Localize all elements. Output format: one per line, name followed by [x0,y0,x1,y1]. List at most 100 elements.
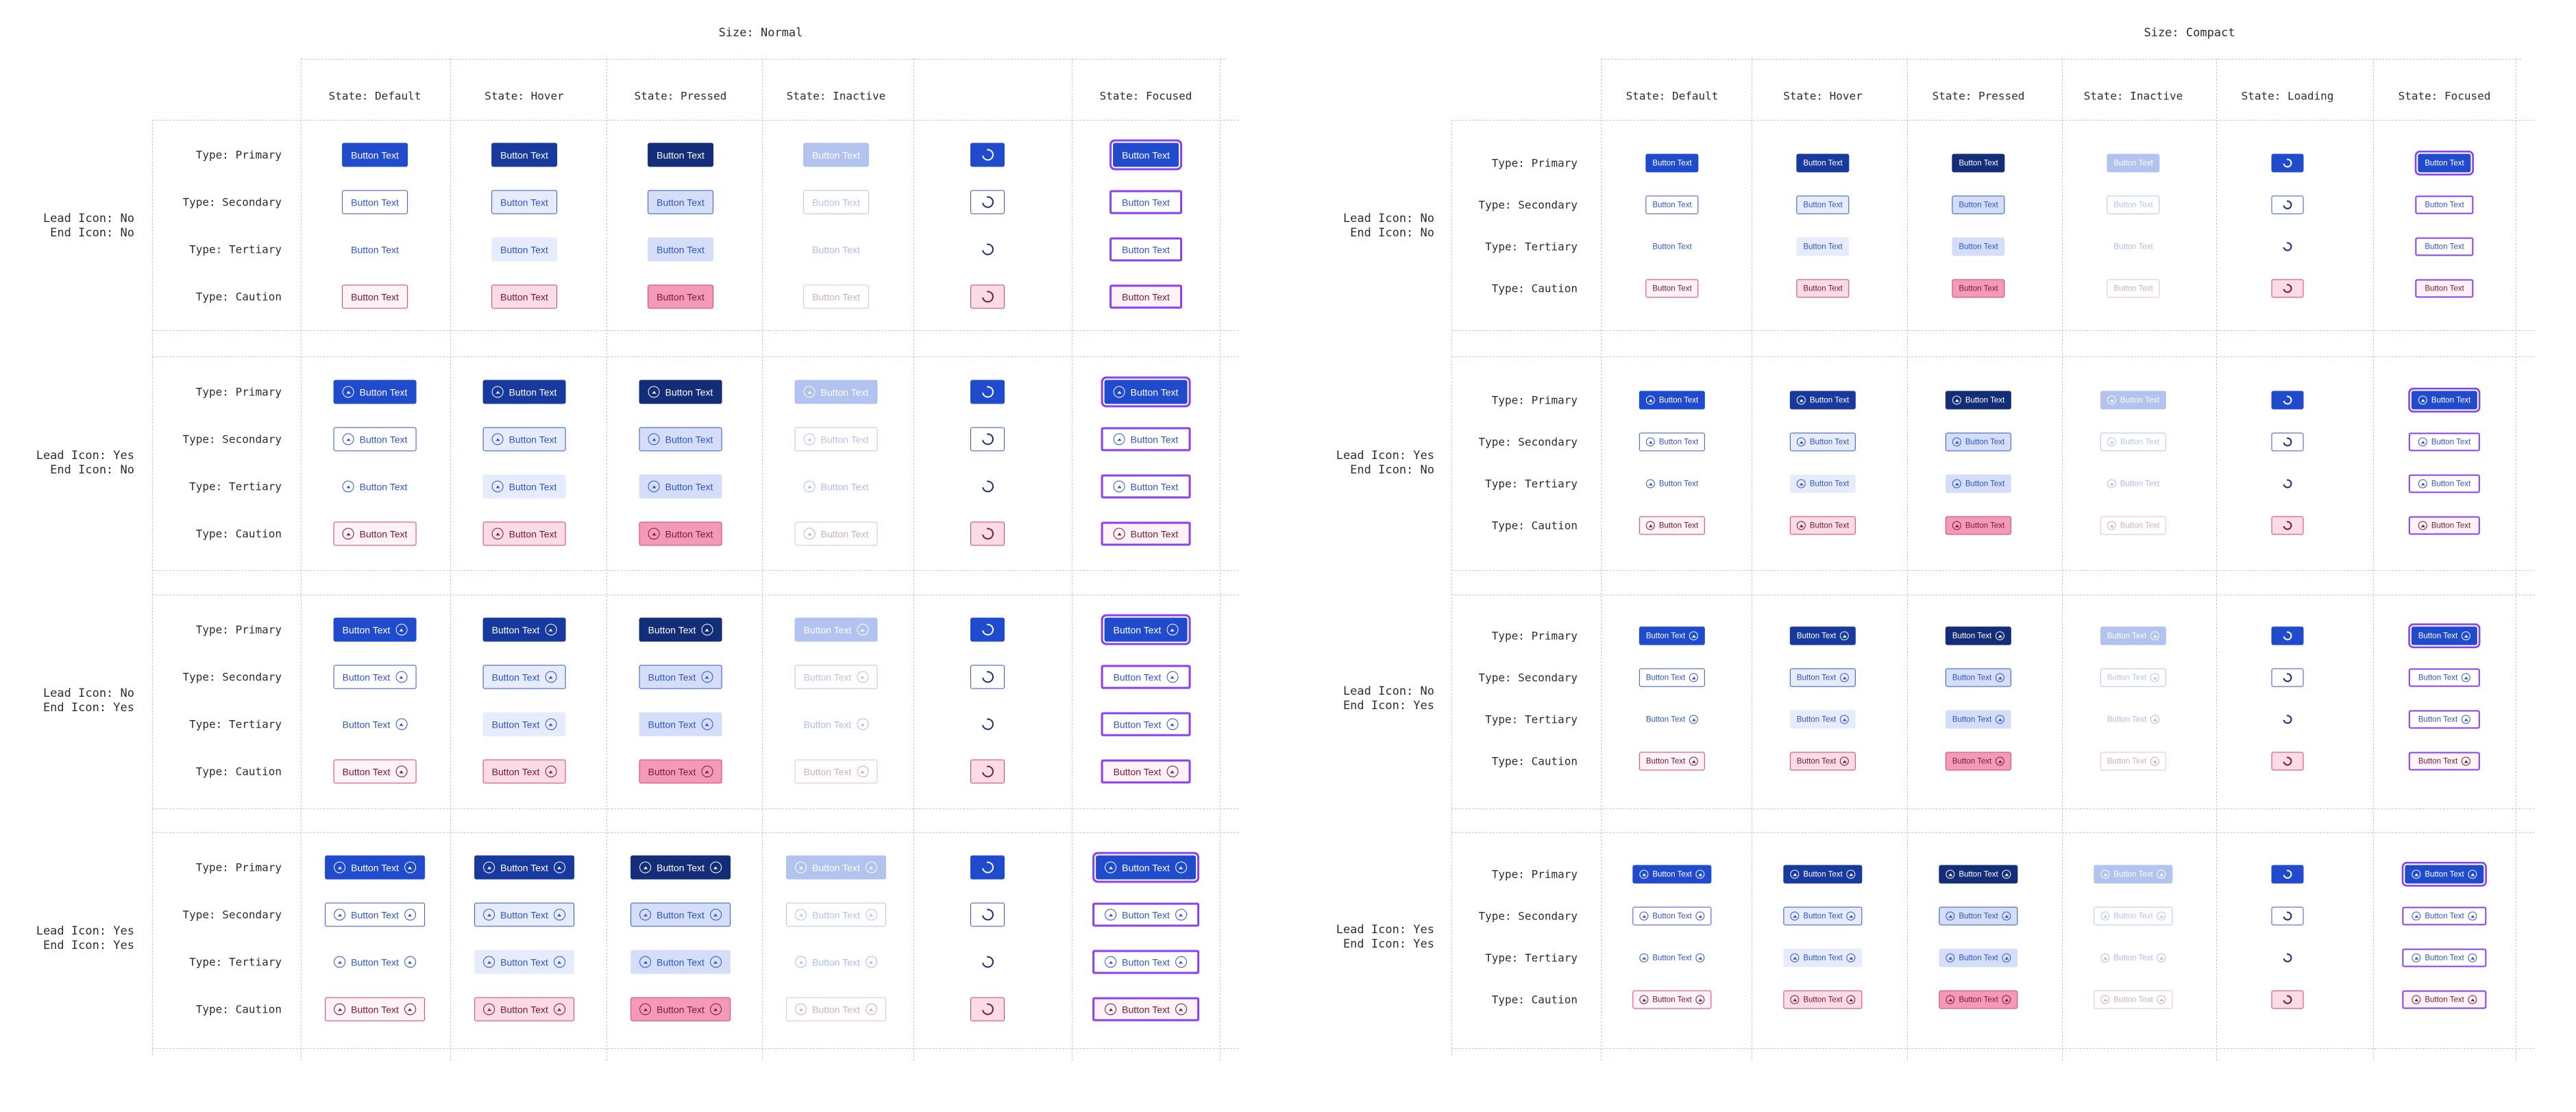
normal-primary-focused-button[interactable]: Button Text [1104,380,1188,404]
normal-secondary-hover-button[interactable]: Button Text [474,902,574,927]
normal-caution-default-button[interactable]: Button Text [333,521,417,546]
compact-caution-hover-button[interactable]: Button Text [1783,990,1863,1009]
normal-secondary-loading-button[interactable] [970,665,1005,689]
compact-secondary-pressed-button[interactable]: Button Text [1939,906,2018,926]
compact-caution-default-button[interactable]: Button Text [1645,279,1699,298]
normal-primary-pressed-button[interactable]: Button Text [648,143,713,167]
compact-primary-default-button[interactable]: Button Text [1645,153,1699,173]
compact-caution-loading-button[interactable] [2271,516,2304,535]
normal-secondary-inactive-button[interactable]: Button Text [786,902,886,927]
compact-secondary-default-button[interactable]: Button Text [1639,668,1706,687]
compact-secondary-loading-button[interactable] [2271,432,2304,452]
compact-secondary-hover-button[interactable]: Button Text [1789,432,1856,452]
normal-tertiary-hover-button[interactable]: Button Text [474,950,574,974]
normal-tertiary-pressed-button[interactable]: Button Text [639,474,722,499]
compact-tertiary-focused-button[interactable]: Button Text [2402,948,2487,967]
normal-secondary-pressed-button[interactable]: Button Text [639,665,722,689]
normal-primary-focused-button[interactable]: Button Text [1096,855,1196,880]
compact-tertiary-loading-button[interactable] [2272,711,2304,729]
compact-caution-pressed-button[interactable]: Button Text [1952,279,2005,298]
compact-secondary-hover-button[interactable]: Button Text [1796,195,1850,214]
compact-tertiary-inactive-button[interactable]: Button Text [2100,475,2166,493]
normal-primary-pressed-button[interactable]: Button Text [639,617,722,642]
compact-secondary-focused-button[interactable]: Button Text [2415,195,2474,214]
compact-tertiary-pressed-button[interactable]: Button Text [1952,237,2005,256]
normal-caution-pressed-button[interactable]: Button Text [630,997,731,1022]
compact-tertiary-loading-button[interactable] [2272,238,2304,256]
normal-primary-default-button[interactable]: Button Text [333,617,417,642]
compact-tertiary-pressed-button[interactable]: Button Text [1945,710,2012,729]
compact-secondary-loading-button[interactable] [2271,906,2304,926]
compact-secondary-loading-button[interactable] [2271,195,2304,214]
compact-secondary-inactive-button[interactable]: Button Text [2107,195,2160,214]
compact-tertiary-loading-button[interactable] [2272,475,2304,493]
compact-secondary-focused-button[interactable]: Button Text [2408,668,2481,687]
compact-primary-default-button[interactable]: Button Text [1639,391,1706,410]
normal-secondary-hover-button[interactable]: Button Text [491,190,557,214]
compact-tertiary-inactive-button[interactable]: Button Text [2100,711,2166,729]
compact-caution-focused-button[interactable]: Button Text [2408,752,2481,771]
compact-secondary-focused-button[interactable]: Button Text [2408,432,2481,452]
normal-primary-default-button[interactable]: Button Text [333,380,417,404]
normal-secondary-focused-button[interactable]: Button Text [1109,190,1182,214]
normal-caution-inactive-button[interactable]: Button Text [794,521,878,546]
normal-tertiary-pressed-button[interactable]: Button Text [639,712,722,737]
compact-caution-pressed-button[interactable]: Button Text [1945,516,2012,535]
normal-primary-loading-button[interactable] [970,855,1005,880]
compact-primary-inactive-button[interactable]: Button Text [2094,865,2173,884]
compact-caution-loading-button[interactable] [2271,752,2304,771]
normal-primary-inactive-button[interactable]: Button Text [794,380,878,404]
compact-caution-focused-button[interactable]: Button Text [2415,279,2474,298]
normal-caution-hover-button[interactable]: Button Text [474,997,574,1022]
compact-tertiary-default-button[interactable]: Button Text [1645,238,1698,256]
compact-caution-pressed-button[interactable]: Button Text [1939,990,2018,1009]
compact-primary-default-button[interactable]: Button Text [1639,626,1706,645]
compact-primary-inactive-button[interactable]: Button Text [2107,153,2160,173]
compact-caution-hover-button[interactable]: Button Text [1789,752,1856,771]
normal-tertiary-default-button[interactable]: Button Text [334,475,417,499]
compact-secondary-pressed-button[interactable]: Button Text [1945,432,2012,452]
compact-caution-inactive-button[interactable]: Button Text [2107,279,2160,298]
compact-caution-hover-button[interactable]: Button Text [1796,279,1850,298]
compact-caution-default-button[interactable]: Button Text [1632,990,1712,1009]
normal-secondary-focused-button[interactable]: Button Text [1092,902,1199,927]
compact-caution-default-button[interactable]: Button Text [1639,516,1706,535]
compact-caution-focused-button[interactable]: Button Text [2408,516,2481,535]
normal-tertiary-hover-button[interactable]: Button Text [491,237,557,262]
normal-primary-default-button[interactable]: Button Text [342,143,408,167]
normal-primary-default-button[interactable]: Button Text [325,855,425,880]
compact-primary-loading-button[interactable] [2271,626,2304,645]
normal-tertiary-loading-button[interactable] [970,238,1005,262]
normal-secondary-focused-button[interactable]: Button Text [1101,427,1191,452]
normal-primary-focused-button[interactable]: Button Text [1104,617,1188,642]
normal-primary-inactive-button[interactable]: Button Text [786,855,886,880]
normal-tertiary-inactive-button[interactable]: Button Text [803,238,869,262]
normal-caution-focused-button[interactable]: Button Text [1101,521,1191,546]
compact-tertiary-default-button[interactable]: Button Text [1639,475,1705,493]
compact-secondary-hover-button[interactable]: Button Text [1789,668,1856,687]
normal-primary-hover-button[interactable]: Button Text [474,855,574,880]
normal-caution-focused-button[interactable]: Button Text [1092,997,1199,1022]
compact-primary-default-button[interactable]: Button Text [1632,865,1712,884]
compact-caution-inactive-button[interactable]: Button Text [2100,752,2167,771]
normal-caution-default-button[interactable]: Button Text [342,284,408,309]
compact-primary-loading-button[interactable] [2271,865,2304,884]
compact-tertiary-inactive-button[interactable]: Button Text [2094,949,2172,967]
normal-caution-loading-button[interactable] [970,521,1005,546]
normal-caution-inactive-button[interactable]: Button Text [786,997,886,1022]
normal-secondary-default-button[interactable]: Button Text [325,902,425,927]
normal-tertiary-inactive-button[interactable]: Button Text [786,950,886,974]
compact-secondary-loading-button[interactable] [2271,668,2304,687]
normal-secondary-loading-button[interactable] [970,902,1005,927]
compact-primary-focused-button[interactable]: Button Text [2418,153,2471,173]
compact-secondary-default-button[interactable]: Button Text [1632,906,1712,926]
compact-primary-loading-button[interactable] [2271,391,2304,410]
normal-caution-pressed-button[interactable]: Button Text [639,521,722,546]
compact-secondary-hover-button[interactable]: Button Text [1783,906,1863,926]
normal-tertiary-default-button[interactable]: Button Text [334,713,417,737]
normal-secondary-default-button[interactable]: Button Text [342,190,408,214]
normal-caution-inactive-button[interactable]: Button Text [803,284,869,309]
compact-tertiary-focused-button[interactable]: Button Text [2415,237,2474,256]
compact-secondary-focused-button[interactable]: Button Text [2402,906,2487,926]
normal-secondary-inactive-button[interactable]: Button Text [794,665,878,689]
